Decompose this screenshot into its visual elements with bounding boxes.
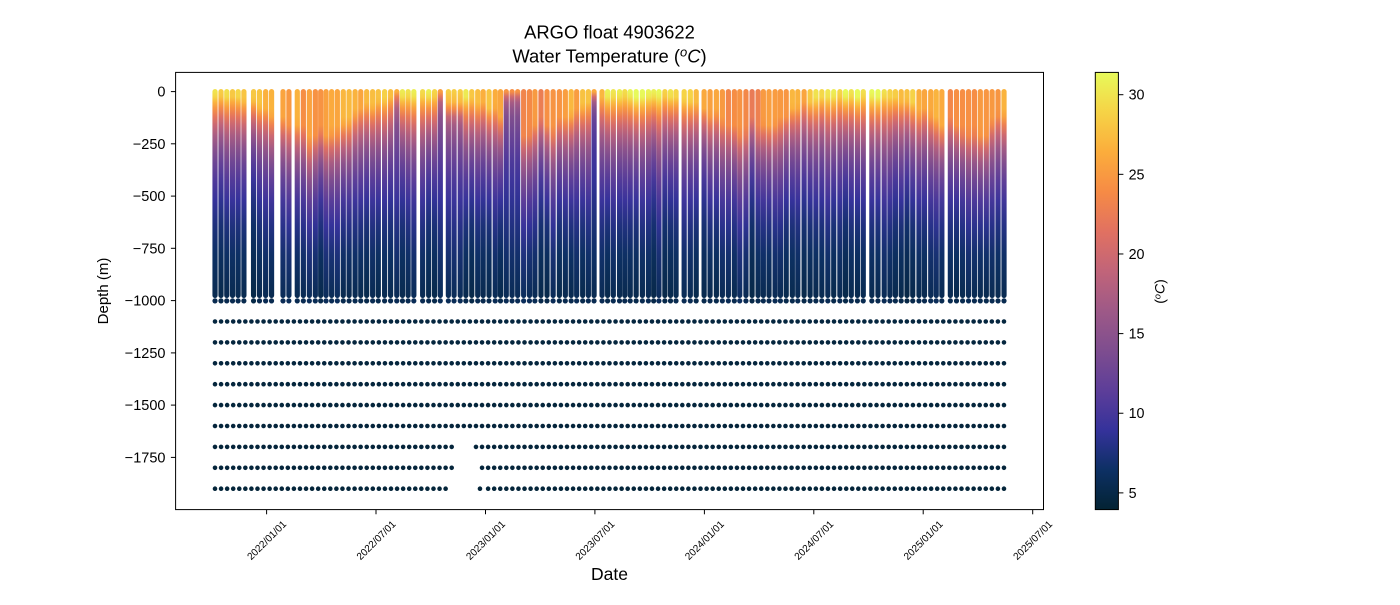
svg-text:−250: −250 [133, 137, 166, 153]
svg-text:−1750: −1750 [125, 450, 166, 466]
svg-text:(oC): (oC) [1152, 279, 1168, 304]
svg-text:30: 30 [1129, 88, 1145, 104]
svg-text:0: 0 [157, 85, 165, 101]
svg-text:Depth (m): Depth (m) [95, 258, 112, 325]
svg-text:Date: Date [591, 564, 628, 584]
svg-text:−1000: −1000 [125, 294, 166, 310]
svg-text:10: 10 [1129, 406, 1145, 422]
svg-text:Water Temperature (oC): Water Temperature (oC) [512, 45, 706, 67]
svg-text:−750: −750 [133, 241, 166, 257]
svg-text:−1250: −1250 [125, 346, 166, 362]
svg-text:20: 20 [1129, 247, 1145, 263]
svg-text:25: 25 [1129, 167, 1145, 183]
svg-text:5: 5 [1129, 486, 1137, 502]
svg-text:−500: −500 [133, 189, 166, 205]
svg-text:−1500: −1500 [125, 398, 166, 414]
svg-text:15: 15 [1129, 327, 1145, 343]
svg-text:ARGO float 4903622: ARGO float 4903622 [524, 22, 695, 43]
